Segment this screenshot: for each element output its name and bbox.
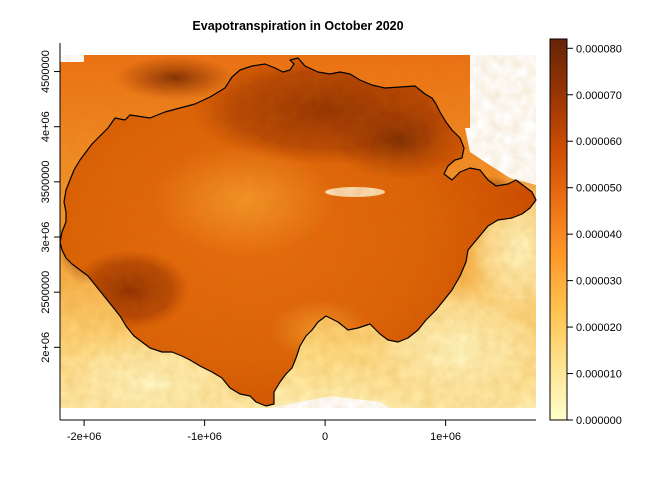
legend-tick-label-3: 0.000030: [576, 276, 622, 288]
y-tick-label-0: 2e+06: [40, 332, 52, 363]
color-legend: 0.000000 0.000010 0.000020 0.000030 0.000040…: [549, 38, 622, 427]
y-axis-ticks: 2e+06 2500000 3e+06 3500000 4e+06 4500000: [40, 50, 60, 363]
x-axis-ticks: -2e+06 -1e+06 0 1e+06: [67, 420, 461, 443]
legend-tick-label-6: 0.000060: [576, 136, 622, 148]
legend-tick-label-8: 0.000080: [576, 43, 622, 55]
legend-tick-label-1: 0.000010: [576, 369, 622, 381]
y-tick-label-2: 3e+06: [40, 222, 52, 253]
y-tick-label-5: 4500000: [40, 50, 52, 93]
legend-tick-label-4: 0.000040: [576, 229, 622, 241]
legend-tick-label-5: 0.000050: [576, 183, 622, 195]
x-tick-label-0: -2e+06: [67, 431, 102, 443]
amazon-basin-outline: [59, 57, 537, 407]
legend-tick-label-2: 0.000020: [576, 322, 622, 334]
y-tick-label-1: 2500000: [40, 271, 52, 314]
raster-texture: [60, 55, 536, 408]
legend-color-bar: [549, 38, 568, 421]
x-tick-label-1: -1e+06: [187, 431, 222, 443]
x-tick-label-3: 1e+06: [430, 431, 461, 443]
chart-title: Evapotranspiration in October 2020: [192, 19, 403, 33]
legend-ticks: 0.000000 0.000010 0.000020 0.000030 0.000040…: [567, 43, 622, 427]
x-tick-label-2: 0: [322, 431, 328, 443]
legend-tick-label-7: 0.000070: [576, 90, 622, 102]
evapotranspiration-raster: [60, 55, 536, 408]
legend-tick-label-0: 0.000000: [576, 415, 622, 427]
y-tick-label-4: 4e+06: [40, 111, 52, 142]
y-tick-label-3: 3500000: [40, 160, 52, 203]
plot-frame: [59, 43, 536, 421]
